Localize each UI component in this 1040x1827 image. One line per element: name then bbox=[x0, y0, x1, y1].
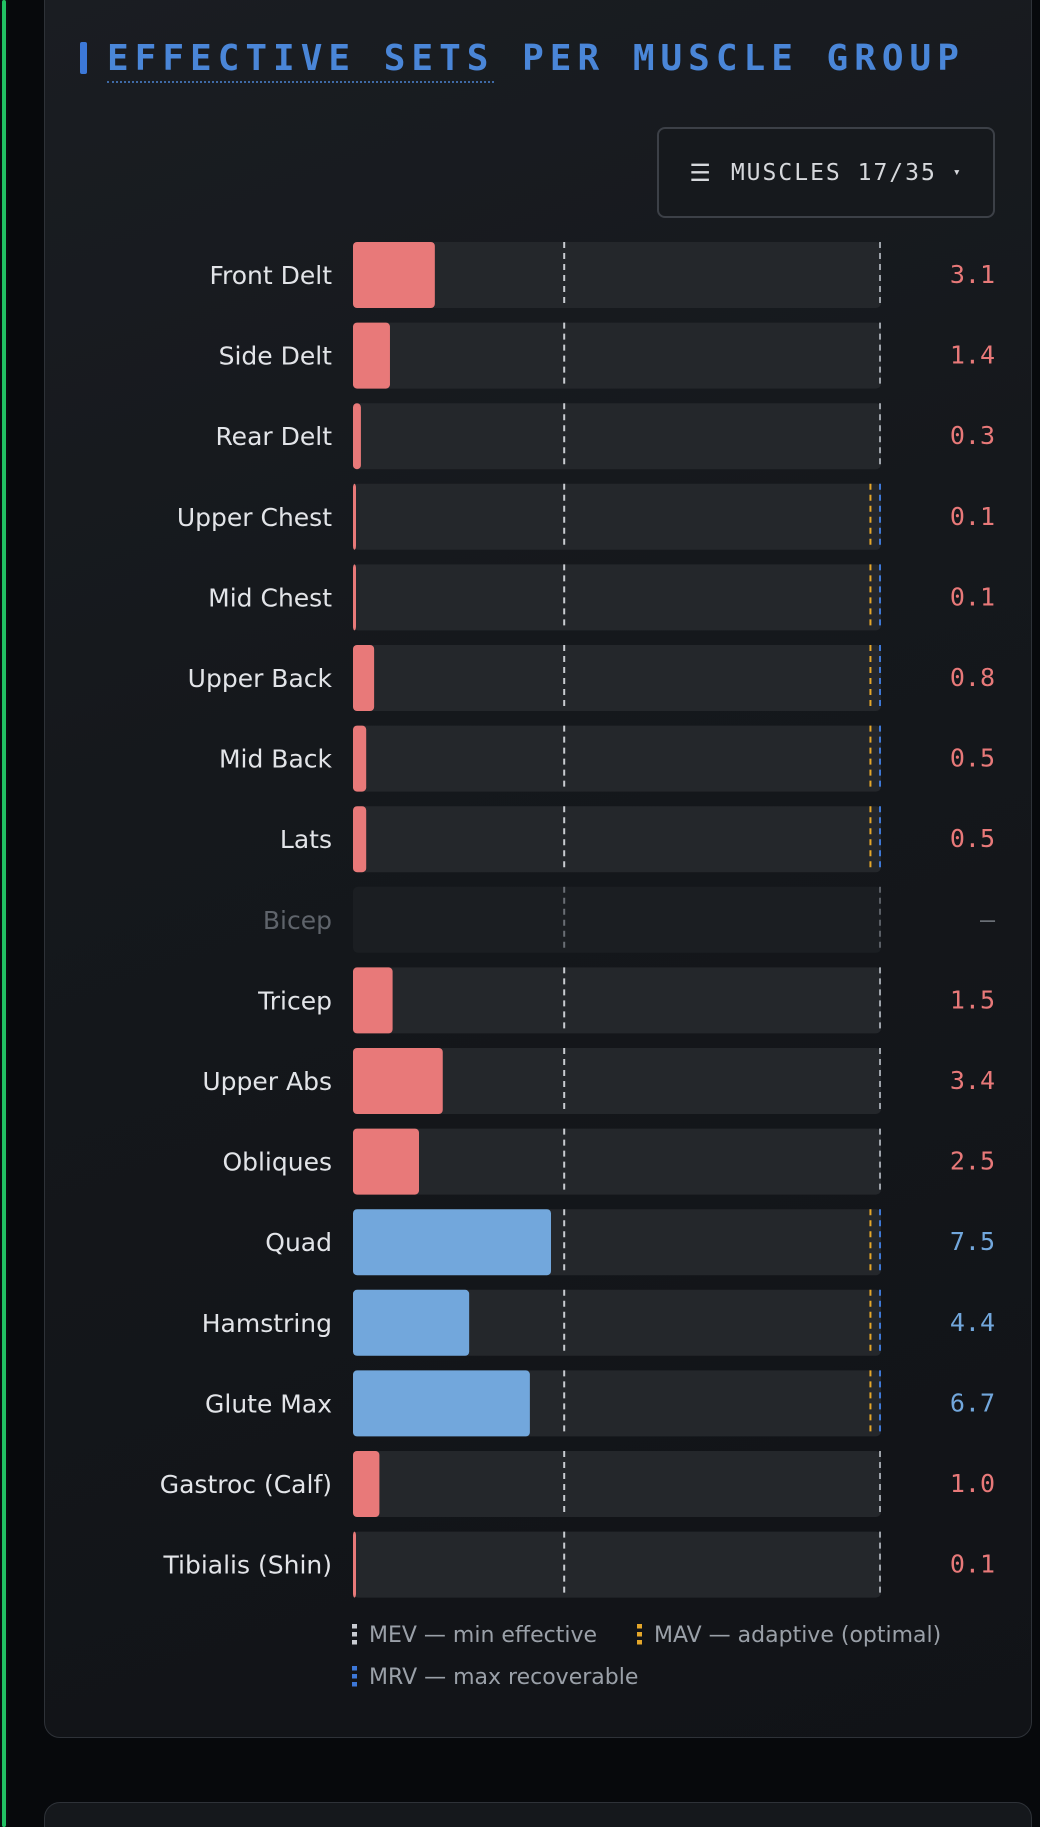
category-label-mid-back: Mid Back bbox=[219, 745, 333, 774]
bar-track-bicep bbox=[353, 886, 881, 953]
value-label-mid-chest: 0.1 bbox=[950, 582, 995, 611]
value-label-quad: 7.5 bbox=[950, 1227, 995, 1256]
category-label-side-delt: Side Delt bbox=[219, 342, 333, 371]
menu-icon: ☰ bbox=[689, 158, 713, 187]
category-label-quad: Quad bbox=[265, 1228, 332, 1257]
bar-obliques bbox=[353, 1128, 419, 1195]
category-label-upper-chest: Upper Chest bbox=[177, 503, 332, 532]
bar-track-upper-abs bbox=[353, 1048, 881, 1114]
card-header: EFFECTIVE SETS PER MUSCLE GROUP bbox=[80, 32, 965, 84]
title-accent-bar bbox=[80, 42, 87, 74]
bar-upper-back bbox=[353, 645, 375, 711]
muscle-filter-label: MUSCLES 17/35 bbox=[730, 159, 937, 186]
bar-upper-chest bbox=[353, 483, 356, 550]
value-label-bicep: — bbox=[980, 905, 996, 934]
category-label-lats: Lats bbox=[280, 825, 332, 854]
effective-sets-chart: Front Delt 3.1 Side Delt 1.4 Rear Delt 0.3 Upp… bbox=[160, 242, 996, 1598]
chart-title: EFFECTIVE SETS PER MUSCLE GROUP bbox=[107, 37, 965, 83]
value-label-glute-max: 6.7 bbox=[950, 1388, 995, 1417]
bar-quad bbox=[353, 1209, 551, 1276]
legend-swatch-mrv bbox=[352, 1666, 357, 1688]
value-label-lats: 0.5 bbox=[950, 824, 995, 853]
category-label-front-delt: Front Delt bbox=[209, 261, 332, 290]
category-label-obliques: Obliques bbox=[222, 1148, 332, 1177]
legend-item-mrv: MRV — max recoverable bbox=[352, 1665, 638, 1690]
muscle-filter-dropdown[interactable]: ☰ MUSCLES 17/35 ▾ bbox=[657, 127, 995, 218]
bar-rear-delt bbox=[353, 403, 361, 470]
value-label-gastroc-calf: 1.0 bbox=[950, 1469, 995, 1498]
bar-side-delt bbox=[353, 322, 390, 389]
bar-mid-chest bbox=[353, 564, 356, 631]
bar-lats bbox=[353, 806, 367, 873]
value-label-tricep: 1.5 bbox=[950, 985, 995, 1014]
bar-tricep bbox=[353, 967, 393, 1034]
category-label-gastroc-calf: Gastroc (Calf) bbox=[160, 1470, 332, 1499]
accent-rail bbox=[0, 0, 8, 1827]
category-label-rear-delt: Rear Delt bbox=[215, 422, 332, 451]
bar-glute-max bbox=[353, 1370, 530, 1437]
bar-gastroc-calf bbox=[353, 1451, 380, 1517]
value-label-upper-back: 0.8 bbox=[950, 663, 995, 692]
category-label-bicep: Bicep bbox=[263, 906, 332, 935]
category-label-upper-abs: Upper Abs bbox=[202, 1067, 332, 1096]
value-label-upper-chest: 0.1 bbox=[950, 502, 995, 531]
category-label-upper-back: Upper Back bbox=[188, 664, 333, 693]
bar-mid-back bbox=[353, 725, 367, 792]
category-label-mid-chest: Mid Chest bbox=[208, 583, 332, 612]
value-label-front-delt: 3.1 bbox=[950, 260, 995, 289]
legend-item-mev: MEV — min effective bbox=[352, 1623, 597, 1648]
value-label-side-delt: 1.4 bbox=[950, 341, 995, 370]
category-label-glute-max: Glute Max bbox=[205, 1389, 332, 1418]
legend-swatch-mev bbox=[352, 1624, 357, 1646]
chart-title-underlined[interactable]: EFFECTIVE SETS bbox=[107, 37, 495, 83]
category-label-tibialis-shin: Tibialis (Shin) bbox=[163, 1551, 332, 1580]
legend-label-mev: MEV — min effective bbox=[369, 1622, 598, 1648]
bar-track-lats bbox=[353, 806, 881, 873]
bar-track-mid-back bbox=[353, 725, 881, 792]
bar-track-hamstring bbox=[353, 1289, 881, 1356]
chevron-down-icon: ▾ bbox=[952, 165, 963, 180]
next-card bbox=[44, 1802, 1032, 1827]
bar-tibialis-shin bbox=[353, 1531, 356, 1598]
bar-track-gastroc-calf bbox=[353, 1451, 881, 1517]
bar-track-rear-delt bbox=[353, 403, 881, 470]
value-label-mid-back: 0.5 bbox=[950, 744, 995, 773]
bar-track-side-delt bbox=[353, 322, 881, 389]
bar-track-upper-chest bbox=[353, 483, 881, 550]
bar-front-delt bbox=[353, 242, 435, 308]
value-label-obliques: 2.5 bbox=[950, 1147, 995, 1176]
legend-label-mav: MAV — adaptive (optimal) bbox=[654, 1622, 942, 1648]
bar-track-front-delt bbox=[353, 242, 881, 308]
bar-track-obliques bbox=[353, 1128, 881, 1195]
bar-track-tricep bbox=[353, 967, 881, 1034]
value-label-rear-delt: 0.3 bbox=[950, 421, 995, 450]
chart-title-rest: PER MUSCLE GROUP bbox=[522, 37, 965, 79]
chart-legend: MEV — min effective MAV — adaptive (opti… bbox=[352, 1618, 972, 1702]
legend-item-mav: MAV — adaptive (optimal) bbox=[637, 1623, 941, 1648]
category-label-tricep: Tricep bbox=[257, 986, 332, 1015]
legend-swatch-mav bbox=[637, 1624, 643, 1646]
category-label-hamstring: Hamstring bbox=[202, 1309, 332, 1338]
bar-track-upper-back bbox=[353, 645, 881, 711]
legend-row-2: MRV — max recoverable bbox=[352, 1660, 972, 1694]
bar-track-tibialis-shin bbox=[353, 1531, 881, 1598]
value-label-hamstring: 4.4 bbox=[950, 1308, 995, 1337]
bar-upper-abs bbox=[353, 1048, 443, 1114]
legend-row-1: MEV — min effective MAV — adaptive (opti… bbox=[352, 1618, 972, 1652]
bar-track-mid-chest bbox=[353, 564, 881, 631]
legend-label-mrv: MRV — max recoverable bbox=[369, 1664, 639, 1690]
bar-hamstring bbox=[353, 1289, 470, 1356]
value-label-upper-abs: 3.4 bbox=[950, 1066, 995, 1095]
value-label-tibialis-shin: 0.1 bbox=[950, 1550, 995, 1579]
